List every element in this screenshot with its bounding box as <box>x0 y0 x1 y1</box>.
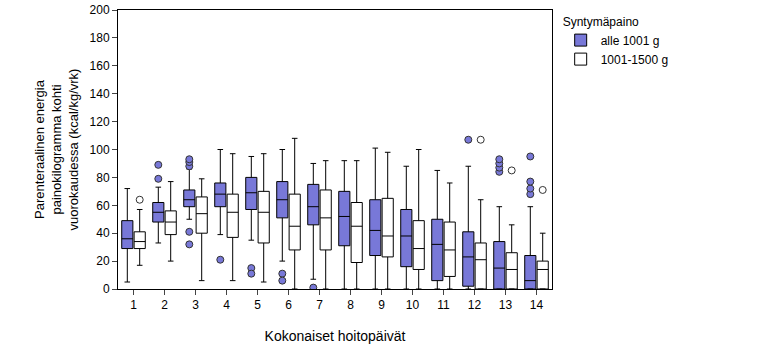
svg-text:3: 3 <box>192 298 199 312</box>
svg-text:5: 5 <box>254 298 261 312</box>
svg-text:2: 2 <box>161 298 168 312</box>
svg-text:120: 120 <box>90 115 110 129</box>
svg-text:160: 160 <box>90 59 110 73</box>
svg-text:9: 9 <box>378 298 385 312</box>
svg-text:13: 13 <box>499 298 513 312</box>
svg-text:Parenteraalinen energiapainoki: Parenteraalinen energiapainokilogramma k… <box>32 69 81 231</box>
svg-text:80: 80 <box>96 171 110 185</box>
svg-text:20: 20 <box>96 254 110 268</box>
svg-text:200: 200 <box>90 3 110 17</box>
svg-text:12: 12 <box>468 298 482 312</box>
svg-text:1001-1500 g: 1001-1500 g <box>601 53 668 67</box>
svg-text:1: 1 <box>130 298 137 312</box>
svg-text:4: 4 <box>223 298 230 312</box>
svg-text:alle 1001 g: alle 1001 g <box>601 34 660 48</box>
svg-text:60: 60 <box>96 199 110 213</box>
svg-text:100: 100 <box>90 143 110 157</box>
svg-text:7: 7 <box>316 298 323 312</box>
svg-text:140: 140 <box>90 87 110 101</box>
svg-text:Syntymäpaino: Syntymäpaino <box>563 15 639 29</box>
svg-text:180: 180 <box>90 31 110 45</box>
svg-text:6: 6 <box>285 298 292 312</box>
svg-text:40: 40 <box>96 226 110 240</box>
svg-text:8: 8 <box>347 298 354 312</box>
svg-text:11: 11 <box>437 298 450 312</box>
svg-text:Kokonaiset hoitopäivät: Kokonaiset hoitopäivät <box>265 328 406 344</box>
svg-text:10: 10 <box>406 298 420 312</box>
svg-text:0: 0 <box>103 282 110 296</box>
svg-text:14: 14 <box>530 298 544 312</box>
